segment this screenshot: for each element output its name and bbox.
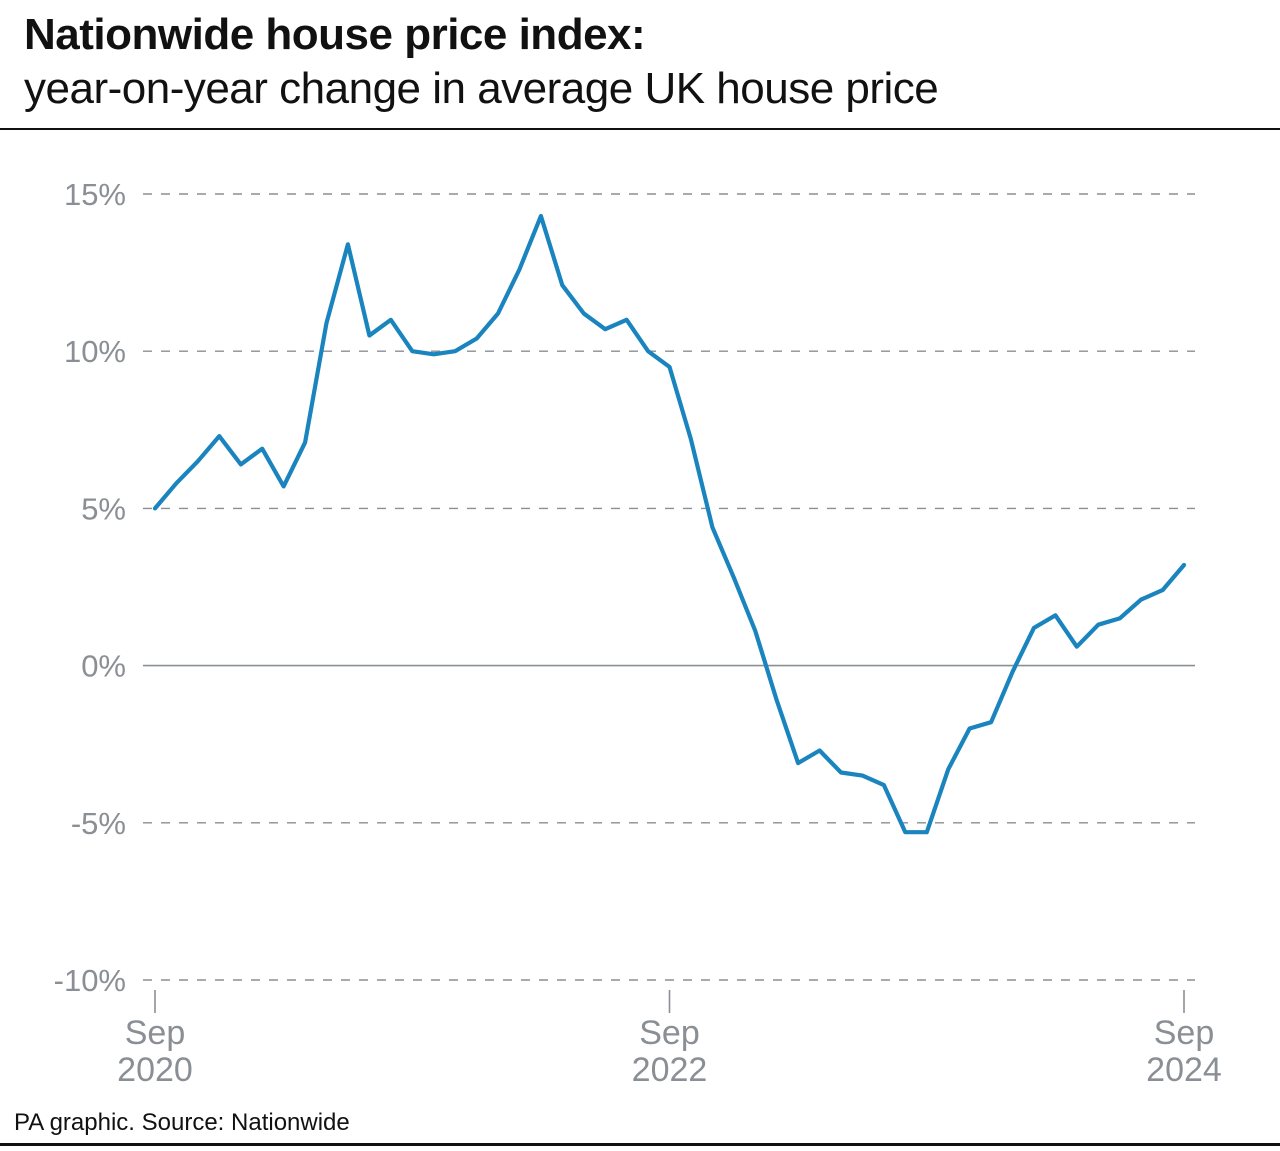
series-layer xyxy=(152,213,1187,835)
source-note: PA graphic. Source: Nationwide xyxy=(14,1109,350,1136)
y-tick-label: 5% xyxy=(81,491,126,526)
gridlines xyxy=(143,193,1195,981)
header-divider xyxy=(0,128,1280,130)
footer-divider xyxy=(0,1143,1280,1146)
x-tick-label-year: 2024 xyxy=(1146,1051,1222,1089)
y-tick-label: 15% xyxy=(64,177,126,212)
x-tick-label-month: Sep xyxy=(1154,1014,1215,1052)
series-line xyxy=(152,213,1187,835)
y-axis-tick-labels: 15% 10% 5% 0% -5% -10% xyxy=(54,177,126,998)
y-tick-label: 0% xyxy=(81,649,126,684)
y-tick-label: 10% xyxy=(64,334,126,369)
x-tick-label-month: Sep xyxy=(639,1014,700,1052)
y-tick-label: -10% xyxy=(54,963,126,998)
x-tick-label-year: 2020 xyxy=(117,1051,193,1089)
y-tick-label: -5% xyxy=(71,806,126,841)
chart-title: Nationwide house price index: xyxy=(24,10,646,59)
x-tick-label-year: 2022 xyxy=(632,1051,708,1089)
x-tick-label-month: Sep xyxy=(125,1014,186,1052)
chart-subtitle: year-on-year change in average UK house … xyxy=(24,64,939,113)
